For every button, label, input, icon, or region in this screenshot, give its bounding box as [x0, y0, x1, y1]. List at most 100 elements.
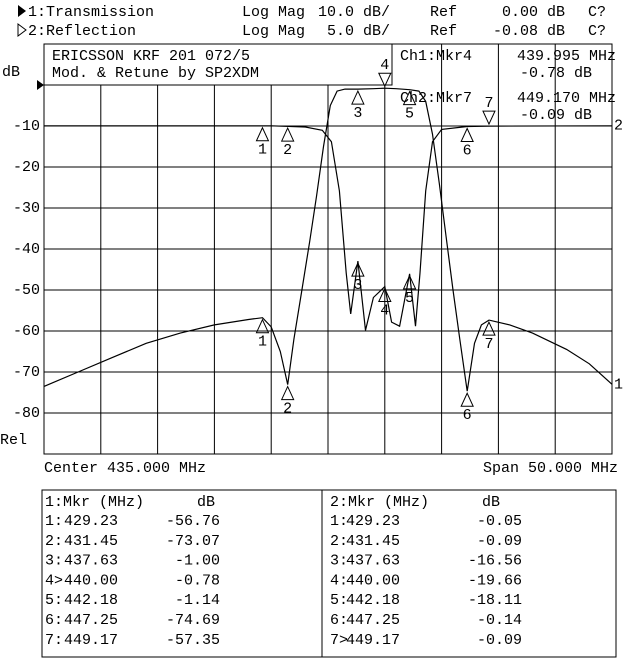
channel-ref: -0.08 dB — [493, 23, 565, 40]
trace-label: 1 — [614, 376, 623, 393]
channel-format: Log Mag — [242, 23, 305, 40]
table-value: -0.78 — [175, 572, 220, 589]
ref-label: Ref — [430, 23, 457, 40]
marker-label: 2 — [283, 401, 292, 418]
table-freq: 440.00 — [64, 572, 118, 589]
table-freq: 429.23 — [346, 513, 400, 530]
annotation: ERICSSON KRF 201 072/5 — [52, 48, 250, 65]
marker-label: 7 — [484, 336, 493, 353]
marker-table-frame — [41, 489, 617, 658]
x-span-label: Span 50.000 MHz — [483, 460, 618, 477]
table-index: 7: — [45, 632, 63, 649]
x-center-label: Center 435.000 MHz — [44, 460, 206, 477]
y-tick-label: -10 — [13, 118, 40, 135]
table-index: 6: — [45, 612, 63, 629]
active-marker-value: -0.78 dB — [520, 65, 592, 82]
table-value: -56.76 — [166, 513, 220, 530]
marker — [255, 126, 270, 142]
trace-label: 2 — [614, 118, 623, 135]
table-freq: 440.00 — [346, 572, 400, 589]
table-index: 3: — [330, 553, 348, 570]
channel-icon — [17, 23, 27, 37]
annotation-box — [43, 43, 393, 86]
channel-format: Log Mag — [242, 4, 305, 21]
table-value: -74.69 — [166, 612, 220, 629]
marker — [482, 320, 496, 336]
table-header: dB — [482, 494, 500, 511]
table-index: 3: — [45, 553, 63, 570]
channel-scale: 5.0 dB/ — [327, 23, 390, 40]
marker — [280, 126, 295, 142]
y-tick-label: -40 — [13, 241, 40, 258]
channel-label: 1:Transmission — [28, 4, 154, 21]
marker — [482, 110, 496, 126]
marker — [255, 318, 270, 334]
marker — [460, 127, 474, 142]
marker — [351, 89, 365, 105]
table-index: 1: — [330, 513, 348, 530]
marker-label: 7 — [484, 95, 493, 112]
marker-label: 5 — [405, 106, 414, 123]
table-index: 6: — [330, 612, 348, 629]
table-freq: 431.45 — [64, 533, 118, 550]
table-header: 1:Mkr (MHz) — [45, 494, 144, 511]
table-value: -57.35 — [166, 632, 220, 649]
marker — [402, 90, 417, 106]
table-index: 2: — [45, 533, 63, 550]
table-value: -18.11 — [468, 592, 522, 609]
marker-label: 4 — [380, 57, 389, 74]
marker-label: 4 — [380, 303, 389, 320]
trace — [44, 125, 613, 331]
marker-label: 2 — [283, 142, 292, 159]
annotation: Mod. & Retune by SP2XDM — [52, 65, 259, 82]
table-index: 7> — [330, 632, 348, 649]
marker — [351, 261, 365, 277]
table-value: -0.09 — [477, 533, 522, 550]
table-freq: 431.45 — [346, 533, 400, 550]
table-freq: 429.23 — [64, 513, 118, 530]
table-value: -1.14 — [175, 592, 220, 609]
table-header: 2:Mkr (MHz) — [330, 494, 429, 511]
table-freq: 442.18 — [64, 592, 118, 609]
table-index: 5: — [45, 592, 63, 609]
marker-label: 6 — [463, 142, 472, 159]
table-header: dB — [197, 494, 215, 511]
table-index: 4> — [45, 572, 63, 589]
active-marker-freq: 439.995 MHz — [517, 48, 616, 65]
active-channel-icon — [18, 5, 26, 17]
table-value: -16.56 — [468, 553, 522, 570]
active-marker-value: -0.09 dB — [520, 107, 592, 124]
channel-scale: 10.0 dB/ — [318, 4, 390, 21]
ref-label: Ref — [430, 4, 457, 21]
table-freq: 442.18 — [346, 592, 400, 609]
y-ref-label: Rel — [0, 432, 27, 449]
table-index: 4: — [330, 572, 348, 589]
table-index: 2: — [330, 533, 348, 550]
marker — [378, 72, 392, 88]
y-tick-label: -30 — [13, 200, 40, 217]
y-unit: dB — [2, 64, 20, 81]
y-tick-label: -20 — [13, 159, 40, 176]
table-value: -19.66 — [468, 572, 522, 589]
active-marker-label: Ch2:Mkr7 — [400, 90, 472, 107]
marker — [378, 287, 392, 303]
table-freq: 449.17 — [64, 632, 118, 649]
channel-cal: C? — [588, 23, 606, 40]
ref-pointer — [37, 80, 44, 90]
marker-label: 5 — [405, 290, 414, 307]
marker-label: 1 — [258, 334, 267, 351]
marker-label: 6 — [463, 407, 472, 424]
y-tick-label: -60 — [13, 323, 40, 340]
marker — [460, 392, 474, 407]
marker-label: 1 — [258, 142, 267, 159]
table-freq: 437.63 — [64, 553, 118, 570]
table-freq: 447.25 — [64, 612, 118, 629]
marker-label: 3 — [353, 105, 362, 122]
marker — [280, 385, 295, 401]
marker-label: 3 — [353, 277, 362, 294]
table-index: 1: — [45, 513, 63, 530]
table-value: -0.05 — [477, 513, 522, 530]
y-tick-label: -50 — [13, 282, 40, 299]
table-value: -73.07 — [166, 533, 220, 550]
